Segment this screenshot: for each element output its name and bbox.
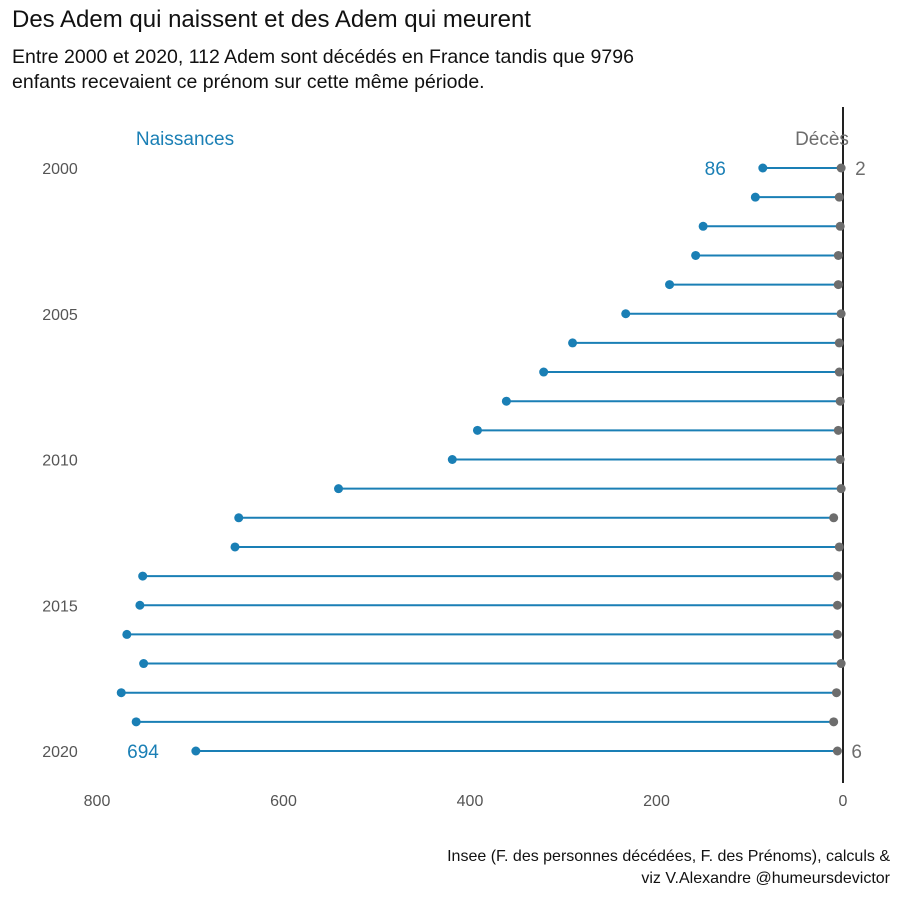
birth-point [131,717,141,727]
x-tick-label: 600 [270,793,297,810]
birth-point [447,455,457,464]
birth-point [191,746,201,756]
y-tick-label: 2010 [42,453,78,470]
caption-line-2: viz V.Alexandre @humeursdevictor [641,870,890,887]
birth-point [116,688,126,698]
death-point [835,221,845,231]
death-point [829,513,839,523]
birth-point [135,600,145,610]
death-point [835,396,845,406]
data-annotations: 86 2 694 6 [127,159,866,763]
death-point [834,192,844,202]
deaths-series-label: Décès [795,129,849,150]
death-point [836,163,846,173]
births-value-label: 86 [705,159,726,180]
birth-point [539,367,549,377]
y-tick-label: 2020 [42,744,78,761]
births-value-label: 694 [127,742,159,763]
x-tick-label: 400 [457,793,484,810]
death-point [836,484,846,494]
x-tick-label: 200 [643,793,670,810]
deaths-value-label: 6 [851,742,862,763]
birth-points [116,163,768,756]
source-caption: Insee (F. des personnes décédées, F. des… [447,846,890,890]
y-tick-label: 2000 [42,161,78,178]
birth-point [621,309,631,319]
subtitle-line-1: Entre 2000 et 2020, 112 Adem sont décédé… [12,46,634,68]
y-axis-ticks: 2000 2005 2010 2015 2020 [42,161,78,761]
y-tick-label: 2005 [42,307,78,324]
chart-title: Des Adem qui naissent et des Adem qui me… [12,6,531,33]
birth-point [472,425,482,435]
birth-point [691,250,701,260]
birth-point [230,542,240,552]
birth-point [138,571,148,581]
deaths-value-label: 2 [855,159,866,180]
death-point [834,542,844,552]
birth-point [568,338,578,348]
death-point [832,571,842,581]
birth-point [334,484,344,494]
series-labels: Naissances Décès [136,129,849,150]
death-point [834,338,844,348]
death-points [829,163,846,756]
subtitle-line-2: enfants recevaient ce prénom sur cette m… [12,71,485,93]
birth-point [758,163,768,173]
death-point [834,367,844,377]
death-point [836,309,846,319]
death-point [832,746,842,756]
death-point [833,280,843,290]
death-point [835,455,845,464]
x-tick-label: 800 [84,793,111,810]
lollipop-lines [121,167,842,752]
death-point [836,659,846,669]
birth-point [750,192,760,202]
birth-point [665,280,675,290]
death-point [832,600,842,610]
birth-point [122,629,132,639]
death-point [833,425,843,435]
x-axis-ticks: 800 600 400 200 0 [84,793,848,810]
birth-point [234,513,244,523]
chart-subtitle: Entre 2000 et 2020, 112 Adem sont décédé… [12,45,872,95]
y-tick-label: 2015 [42,598,78,615]
birth-point [501,396,511,406]
births-series-label: Naissances [136,129,234,150]
death-point [831,688,841,698]
death-point [829,717,839,727]
birth-point [139,659,149,669]
death-point [833,250,843,260]
caption-line-1: Insee (F. des personnes décédées, F. des… [447,848,890,865]
x-tick-label: 0 [839,793,848,810]
death-point [832,629,842,639]
birth-point [698,221,708,231]
